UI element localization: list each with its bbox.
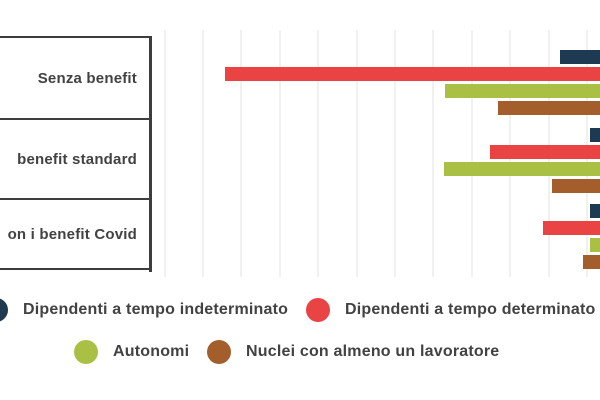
gridline [393,30,396,277]
bar-series1-cat1 [490,145,600,159]
legend-dot-nuclei-icon [207,340,231,364]
gridline [163,30,166,277]
legend-item-determinato: Dipendenti a tempo determinato [306,298,595,322]
category-label-column: Senza benefit benefit standard on i bene… [0,36,150,270]
legend-label: Autonomi [113,343,190,360]
gridline [355,30,358,277]
bar-series1-cat0 [225,67,600,81]
bar-series0-cat0 [560,50,600,64]
category-label-benefit-standard: benefit standard [0,118,150,198]
gridline [432,30,435,277]
bar-series2-cat1 [444,162,600,176]
gridline [201,30,204,277]
bar-series0-cat2 [590,204,600,218]
category-label-senza-benefit: Senza benefit [37,69,137,87]
gridline [278,30,281,277]
gridline [470,30,473,277]
bar-series1-cat2 [543,221,600,235]
legend-label: Dipendenti a tempo indeterminato [23,301,289,318]
legend-dot-indeterminato-icon [0,298,8,322]
legend-dot-autonomi-icon [74,340,98,364]
bar-series0-cat1 [590,128,600,142]
bar-series3-cat0 [498,101,600,115]
bar-series2-cat0 [445,84,600,98]
legend-item-indeterminato: Dipendenti a tempo indeterminato [0,298,288,322]
gridline [240,30,243,277]
bar-series3-cat2 [583,255,600,269]
category-label-benefit-covid: on i benefit Covid [0,198,150,268]
y-axis-line [149,36,152,272]
legend-label: Dipendenti a tempo determinato [345,301,596,318]
legend-label: Nuclei con almeno un lavoratore [246,343,500,360]
legend-dot-determinato-icon [306,298,330,322]
legend-item-autonomi: Autonomi [74,340,189,364]
bar-series3-cat1 [552,179,600,193]
gridline [317,30,320,277]
bar-series2-cat2 [590,238,600,252]
legend-item-nuclei: Nuclei con almeno un lavoratore [207,340,499,364]
